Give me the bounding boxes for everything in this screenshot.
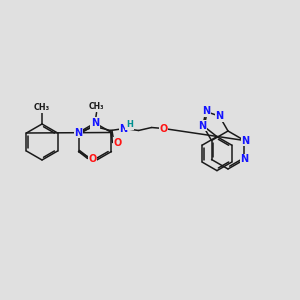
Text: CH₃: CH₃ (89, 102, 104, 111)
Text: N: N (119, 124, 128, 134)
Text: N: N (242, 136, 250, 146)
Text: CH₃: CH₃ (34, 103, 50, 112)
Text: O: O (113, 137, 122, 148)
Text: N: N (198, 121, 206, 130)
Text: N: N (91, 118, 99, 128)
Text: N: N (202, 106, 210, 116)
Text: N: N (240, 154, 248, 164)
Text: O: O (88, 154, 97, 164)
Text: N: N (74, 128, 83, 137)
Text: N: N (215, 111, 223, 121)
Text: O: O (159, 124, 168, 134)
Text: H: H (126, 120, 133, 129)
